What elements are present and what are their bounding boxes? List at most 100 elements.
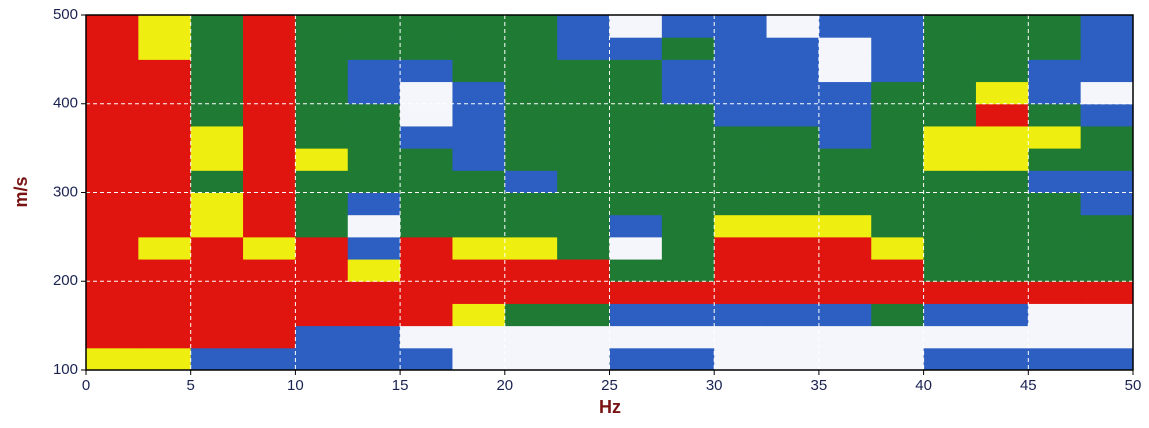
heatmap-cell <box>662 215 715 238</box>
y-tick-label: 300 <box>53 183 78 200</box>
heatmap-cell <box>348 281 401 304</box>
heatmap-cell <box>1081 259 1134 282</box>
heatmap-cell <box>191 170 244 193</box>
heatmap-cell <box>819 82 872 105</box>
heatmap-cell <box>714 59 767 82</box>
heatmap-cell <box>348 215 401 238</box>
heatmap-cell <box>871 348 924 371</box>
heatmap-cell <box>610 303 663 326</box>
heatmap-cell <box>348 170 401 193</box>
heatmap-cell <box>138 82 191 105</box>
heatmap-cell <box>191 148 244 171</box>
heatmap-cell <box>505 170 558 193</box>
heatmap-cell <box>767 37 820 60</box>
heatmap-cell <box>610 348 663 371</box>
heatmap-cell <box>767 104 820 127</box>
heatmap-cell <box>191 215 244 238</box>
heatmap-cell <box>295 170 348 193</box>
heatmap-cell <box>452 215 505 238</box>
heatmap-cell <box>557 148 610 171</box>
heatmap-cell <box>1028 303 1081 326</box>
heatmap-cell <box>714 348 767 371</box>
x-tick-label: 15 <box>392 377 409 394</box>
heatmap-cell <box>714 15 767 38</box>
heatmap-cell <box>557 15 610 38</box>
heatmap-cell <box>976 104 1029 127</box>
heatmap-cell <box>714 193 767 216</box>
heatmap-cell <box>871 259 924 282</box>
heatmap-cell <box>1028 326 1081 349</box>
heatmap-cell <box>714 237 767 260</box>
heatmap-cell <box>714 126 767 149</box>
heatmap-cell <box>767 259 820 282</box>
heatmap-cell <box>871 104 924 127</box>
heatmap-cell <box>714 303 767 326</box>
heatmap-cell <box>1028 126 1081 149</box>
heatmap-cell <box>243 303 296 326</box>
heatmap-cell <box>976 193 1029 216</box>
heatmap-cell <box>610 59 663 82</box>
heatmap-cell <box>348 37 401 60</box>
heatmap-cell <box>400 126 453 149</box>
heatmap-cell <box>976 326 1029 349</box>
heatmap-cell <box>767 15 820 38</box>
heatmap-cell <box>452 259 505 282</box>
heatmap-cell <box>767 326 820 349</box>
heatmap-cell <box>295 303 348 326</box>
x-tick-label: 20 <box>496 377 513 394</box>
y-tick-label: 100 <box>53 361 78 378</box>
heatmap-cell <box>610 15 663 38</box>
heatmap-cell <box>557 259 610 282</box>
heatmap-cell <box>138 281 191 304</box>
heatmap-cell <box>86 148 139 171</box>
heatmap-cell <box>348 326 401 349</box>
heatmap-cell <box>662 281 715 304</box>
heatmap-cell <box>452 148 505 171</box>
heatmap-cell <box>452 15 505 38</box>
heatmap-cell <box>767 170 820 193</box>
heatmap-cell <box>505 148 558 171</box>
heatmap-cell <box>1081 215 1134 238</box>
heatmap-cell <box>452 37 505 60</box>
heatmap-cell <box>1081 82 1134 105</box>
heatmap-cell <box>243 170 296 193</box>
heatmap-cell <box>191 37 244 60</box>
heatmap-cell <box>871 237 924 260</box>
heatmap-cell <box>976 37 1029 60</box>
heatmap-cell <box>557 126 610 149</box>
heatmap-cell <box>924 259 977 282</box>
heatmap-cell <box>924 37 977 60</box>
heatmap-cell <box>295 281 348 304</box>
heatmap-cell <box>505 193 558 216</box>
heatmap-cell <box>767 281 820 304</box>
heatmap-cell <box>348 259 401 282</box>
heatmap-cell <box>976 82 1029 105</box>
heatmap-cell <box>295 59 348 82</box>
heatmap-cell <box>1081 37 1134 60</box>
heatmap-cell <box>924 170 977 193</box>
heatmap-cell <box>505 348 558 371</box>
x-tick-label: 50 <box>1125 377 1142 394</box>
heatmap-cell <box>924 15 977 38</box>
heatmap-cell <box>714 148 767 171</box>
heatmap-cell <box>819 193 872 216</box>
heatmap-cell <box>662 126 715 149</box>
heatmap-cell <box>505 59 558 82</box>
heatmap-cell <box>348 126 401 149</box>
heatmap-cell <box>819 237 872 260</box>
heatmap-cell <box>295 237 348 260</box>
heatmap-cell <box>1081 104 1134 127</box>
heatmap-cell <box>243 281 296 304</box>
heatmap-cell <box>610 104 663 127</box>
heatmap-cell <box>243 37 296 60</box>
heatmap-cell <box>819 303 872 326</box>
heatmap-cell <box>191 193 244 216</box>
heatmap-cell <box>400 148 453 171</box>
heatmap-cell <box>662 104 715 127</box>
heatmap-cell <box>295 15 348 38</box>
heatmap-cell <box>86 259 139 282</box>
heatmap-cell <box>924 193 977 216</box>
heatmap-cell <box>243 15 296 38</box>
heatmap-cell <box>86 59 139 82</box>
heatmap-cell <box>819 215 872 238</box>
